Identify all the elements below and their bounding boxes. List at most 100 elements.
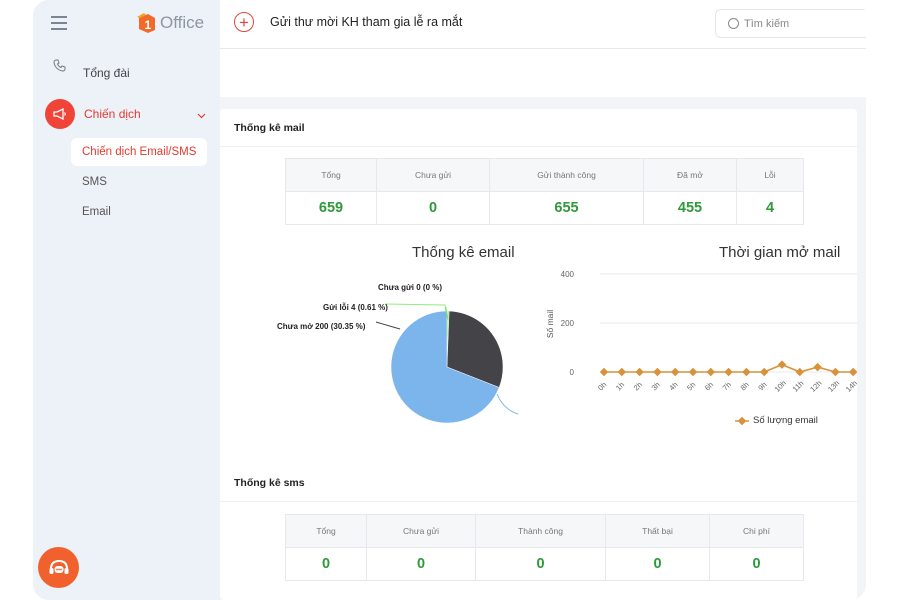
col-header: Thành công [475,514,606,548]
top-header: + Gửi thư mời KH tham gia lễ ra mắt Tìm … [220,0,866,49]
y-axis-label: Số mail [545,310,555,338]
support-chat-button[interactable] [38,547,79,588]
campaign-stats-card: Thống kê mail Tổng Chưa gửi Gửi thành cô… [220,109,857,600]
x-tick-label: 13h [826,379,841,394]
sidebar-item-label: Chiến dịch [84,107,141,121]
col-header: Lỗi [736,158,804,192]
col-header: Chưa gửi [376,158,490,192]
x-tick-label: 7h [721,380,733,392]
sidebar-subitem-sms[interactable]: SMS [82,176,107,188]
data-point[interactable] [599,367,609,377]
col-header: Thất bại [605,514,710,548]
data-point[interactable] [635,367,644,377]
data-point[interactable] [670,367,680,377]
logo-mark-text: 1 [145,18,152,32]
data-point[interactable] [724,367,733,377]
x-tick-label: 9h [756,380,768,392]
page-title: Gửi thư mời KH tham gia lễ ra mắt [270,15,463,29]
open-time-line-chart: Số mail 0 200 400 0h 1h 2h 3h 4h 5h 6h 7h 8h 9h 10h 11h… [545,270,857,394]
data-point[interactable] [777,360,787,369]
data-point[interactable] [706,367,716,377]
phone-icon [51,57,67,73]
table-row: 0 0 0 0 0 [285,547,804,581]
logo[interactable]: 1 Office [137,12,204,34]
x-tick-label: 5h [685,380,697,392]
mail-stats-table: Tổng Chưa gửi Gửi thành công Đã mở Lỗi 6… [285,158,804,225]
pie-leader-line [384,303,448,312]
data-point[interactable] [813,362,822,372]
sidebar-item-label: Tổng đài [83,66,130,80]
col-header: Đã mở [643,158,737,192]
table-row: 659 0 655 455 4 [285,191,804,225]
menu-icon[interactable] [51,16,67,30]
pie-slice[interactable] [390,310,500,424]
data-point[interactable] [742,367,751,377]
sms-stats-table: Tổng Chưa gửi Thành công Thất bại Chi ph… [285,514,804,581]
data-point[interactable] [653,367,662,377]
pie-slice[interactable] [446,310,504,388]
y-tick-label: 200 [561,319,575,328]
data-point[interactable] [848,367,857,377]
col-header: Gửi thành công [489,158,644,192]
data-point[interactable] [795,367,805,377]
legend-marker-icon [735,416,749,425]
x-tick-label: 6h [703,380,715,392]
stat-value: 0 [285,547,367,581]
pie-label: Gửi lỗi 4 (0.61 %) [323,303,388,312]
x-tick-label: 8h [739,380,751,392]
logo-text: Office [160,13,205,32]
x-tick-label: 11h [791,379,806,394]
search-input[interactable]: Tìm kiếm [715,9,866,38]
sidebar: 1 Office Tổng đài Chiến dịch Chiến dịch … [33,0,220,600]
sidebar-subitem-label: Chiến dịch Email/SMS [82,146,197,158]
x-tick-label: 10h [773,379,788,394]
search-placeholder: Tìm kiếm [744,17,790,30]
data-point[interactable] [759,367,769,377]
line-chart-legend[interactable]: Số lượng email [735,415,818,426]
col-header: Chi phí [709,514,804,548]
toolbar-strip [220,49,866,97]
stat-value: 0 [366,547,476,581]
add-button[interactable]: + [234,12,254,32]
data-point[interactable] [831,367,840,377]
data-point[interactable] [617,367,627,377]
col-header: Tổng [285,158,377,192]
stat-value: 655 [489,191,644,225]
pie-leader-line [375,321,401,330]
legend-label: Số lượng email [753,415,818,426]
pie-label: Chưa gửi 0 (0 %) [378,283,443,292]
sidebar-subitem-email-sms[interactable]: Chiến dịch Email/SMS [71,138,207,166]
search-icon [728,18,739,29]
x-tick-label: 4h [667,380,679,392]
col-header: Chưa gửi [366,514,476,548]
x-tick-label: 2h [632,380,644,392]
x-tick-label: 14h [844,379,857,394]
headset-icon [49,559,68,574]
x-tick-label: 0h [596,380,608,392]
megaphone-icon [45,99,75,129]
sidebar-subitem-label: SMS [82,176,107,188]
stat-value: 455 [643,191,737,225]
y-tick-label: 400 [561,270,575,279]
stat-value: 0 [605,547,710,581]
divider [220,501,857,502]
pie-leader-line [496,393,519,415]
app-frame: 1 Office Tổng đài Chiến dịch Chiến dịch … [33,0,866,600]
stat-value: 0 [709,547,804,581]
pie-leader-line [444,306,449,320]
stat-value: 0 [376,191,490,225]
mail-stats-title: Thống kê mail [234,122,305,134]
stat-value: 659 [285,191,377,225]
stat-value: 4 [736,191,804,225]
pie-label: Chưa mở 200 (30.35 %) [277,322,366,331]
data-point[interactable] [688,367,698,377]
table-header-row: Tổng Chưa gửi Gửi thành công Đã mở Lỗi [285,158,804,192]
line-chart-title: Thời gian mở mail [719,244,841,261]
chevron-down-icon[interactable] [197,106,206,124]
sidebar-subitem-email[interactable]: Email [82,206,111,218]
stat-value: 0 [475,547,606,581]
table-header-row: Tổng Chưa gửi Thành công Thất bại Chi ph… [285,514,804,548]
sms-stats-title: Thống kê sms [234,477,305,489]
y-tick-label: 0 [570,368,575,377]
col-header: Tổng [285,514,367,548]
